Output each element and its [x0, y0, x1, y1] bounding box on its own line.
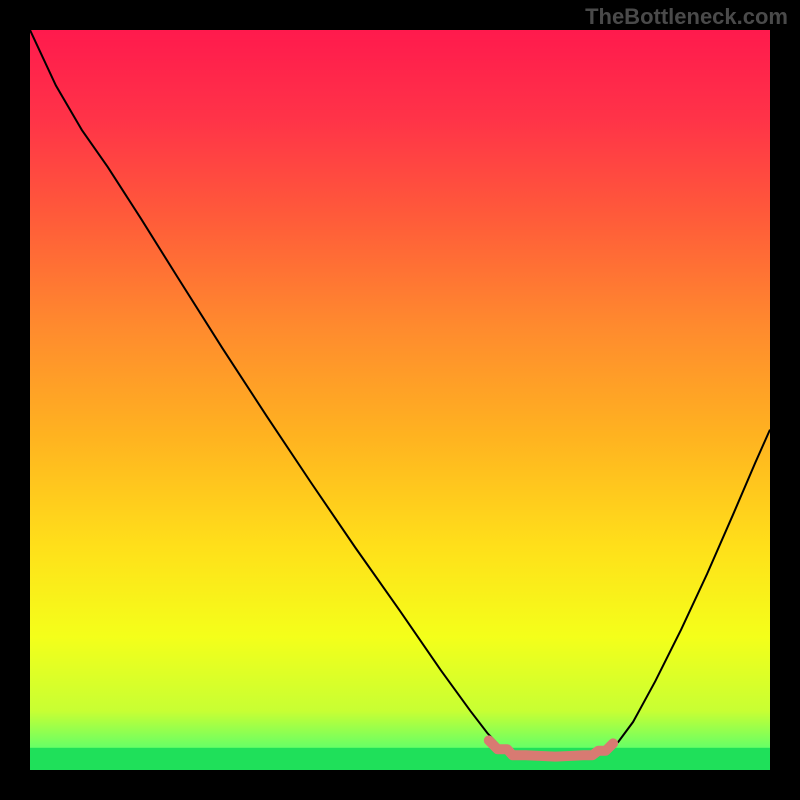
watermark-text: TheBottleneck.com	[585, 4, 788, 30]
curve-layer	[30, 30, 770, 770]
chart-plot-area	[30, 30, 770, 770]
highlight-curve	[489, 740, 613, 756]
bottleneck-curve	[30, 30, 770, 756]
